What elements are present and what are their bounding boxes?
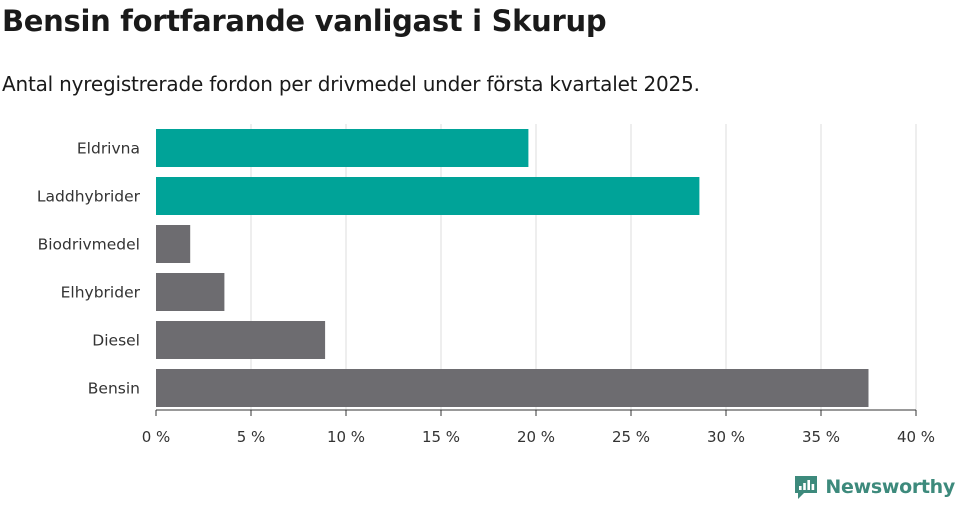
chart-subtitle: Antal nyregistrerade fordon per drivmede…	[2, 72, 700, 96]
chart-title: Bensin fortfarande vanligast i Skurup	[2, 4, 607, 38]
brand-logo: Newsworthy	[793, 474, 955, 500]
category-label: Bensin	[88, 380, 140, 398]
category-label: Diesel	[92, 332, 140, 350]
bar-diesel	[156, 321, 326, 359]
x-tick-label: 30 %	[707, 428, 745, 446]
category-label: Biodrivmedel	[38, 236, 140, 254]
bars	[156, 129, 869, 407]
x-tick-label: 35 %	[802, 428, 840, 446]
x-axis: 0 % 5 % 10 % 15 % 20 % 25 % 30 % 35 % 40 %	[142, 409, 935, 446]
bar-elhybrider	[156, 273, 225, 311]
bar-bensin	[156, 369, 869, 407]
x-tick-label: 5 %	[237, 428, 266, 446]
category-label: Elhybrider	[61, 284, 141, 302]
bar-biodrivmedel	[156, 225, 191, 263]
category-labels: Eldrivna Laddhybrider Biodrivmedel Elhybrid…	[37, 140, 141, 398]
gridlines	[250, 124, 917, 410]
x-tick-label: 10 %	[327, 428, 365, 446]
x-tick-label: 0 %	[142, 428, 171, 446]
x-tick-label: 25 %	[612, 428, 650, 446]
category-label: Laddhybrider	[37, 188, 141, 206]
newsworthy-logo-icon	[795, 476, 818, 499]
brand-name: Newsworthy	[825, 476, 955, 498]
x-tick-label: 20 %	[517, 428, 555, 446]
bar-eldrivna	[156, 129, 529, 167]
x-tick-label: 40 %	[897, 428, 935, 446]
bar-laddhybrider	[156, 177, 700, 215]
x-tick-label: 15 %	[422, 428, 460, 446]
category-label: Eldrivna	[77, 140, 140, 158]
